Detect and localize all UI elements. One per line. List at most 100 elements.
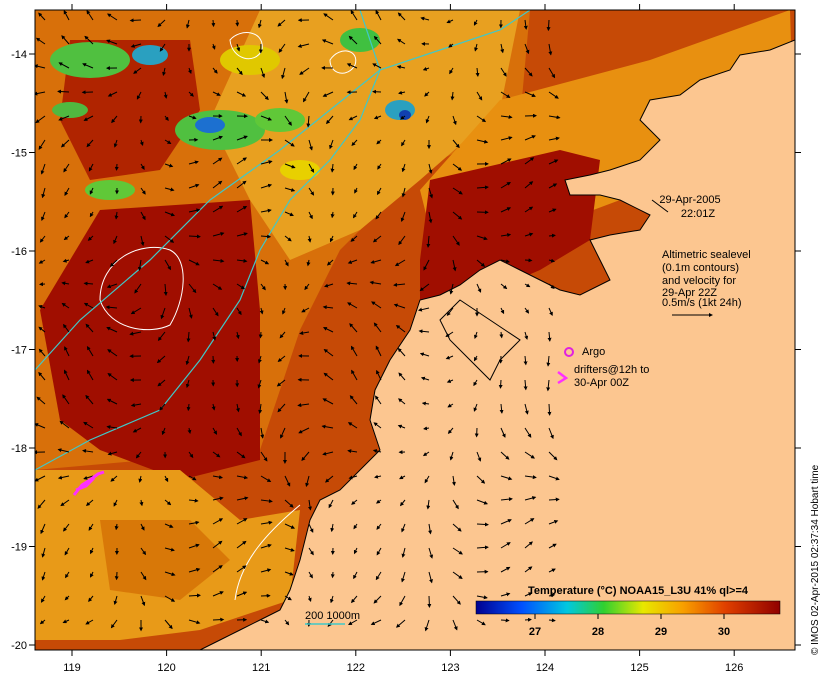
- velocity-arrow: [323, 372, 334, 381]
- velocity-arrow: [63, 10, 70, 21]
- velocity-arrow: [452, 547, 463, 555]
- x-tick-label: 126: [725, 662, 743, 674]
- velocity-arrow: [548, 497, 560, 502]
- velocity-arrow: [188, 543, 200, 549]
- velocity-arrow: [41, 571, 46, 581]
- velocity-arrow: [284, 163, 296, 169]
- velocity-arrow: [258, 403, 263, 414]
- velocity-arrow: [448, 43, 454, 48]
- velocity-arrow: [299, 67, 310, 75]
- sst-cool-zone: [210, 10, 520, 260]
- velocity-arrow: [372, 449, 382, 453]
- velocity-arrow: [308, 499, 312, 511]
- velocity-arrow: [375, 345, 382, 357]
- y-axis: -14 -15 -16 -17 -18 -19 -20: [11, 49, 801, 652]
- velocity-arrow: [279, 331, 286, 339]
- velocity-arrow: [500, 233, 512, 238]
- velocity-arrow: [350, 235, 358, 242]
- velocity-arrow: [159, 43, 166, 52]
- velocity-arrow: [164, 259, 172, 271]
- velocity-arrow: [401, 523, 406, 533]
- velocity-arrow: [401, 163, 406, 173]
- velocity-arrow: [306, 115, 311, 128]
- velocity-arrow: [90, 571, 94, 578]
- velocity-arrow: [500, 497, 513, 502]
- velocity-arrow: [307, 235, 312, 243]
- velocity-arrow: [159, 403, 166, 411]
- velocity-arrow: [370, 619, 382, 625]
- velocity-arrow: [164, 523, 174, 528]
- velocity-arrow: [260, 475, 272, 483]
- velocity-arrow: [308, 139, 313, 151]
- velocity-arrow: [284, 139, 295, 147]
- velocity-arrow: [212, 451, 221, 458]
- velocity-arrow: [236, 258, 248, 263]
- velocity-arrow: [187, 427, 192, 435]
- velocity-arrow: [236, 43, 241, 52]
- velocity-arrow: [260, 234, 272, 239]
- velocity-arrow: [235, 403, 240, 413]
- velocity-arrow: [57, 448, 70, 453]
- velocity-arrow: [328, 499, 334, 509]
- velocity-arrow: [257, 355, 262, 364]
- velocity-arrow: [212, 135, 223, 141]
- velocity-arrow: [85, 499, 94, 506]
- velocity-arrow: [140, 235, 145, 247]
- velocity-arrow: [307, 595, 312, 602]
- velocity-arrow: [351, 369, 358, 381]
- velocity-arrow: [212, 591, 224, 597]
- velocity-arrow: [39, 619, 46, 625]
- velocity-arrow: [308, 211, 313, 220]
- velocity-arrow: [62, 619, 70, 624]
- velocity-arrow: [62, 258, 70, 263]
- velocity-arrow: [257, 379, 262, 389]
- velocity-arrow: [37, 499, 46, 509]
- velocity-arrow: [84, 35, 94, 45]
- x-axis: 119 120 121 122 123 124 125 126: [63, 4, 743, 674]
- velocity-arrow: [452, 163, 463, 171]
- velocity-arrow: [130, 403, 142, 408]
- velocity-arrow: [298, 427, 310, 434]
- velocity-arrow: [393, 303, 406, 309]
- velocity-arrow: [140, 211, 146, 221]
- velocity-arrow: [400, 211, 406, 222]
- velocity-arrow: [349, 395, 358, 405]
- velocity-arrow: [259, 307, 264, 315]
- sealevel-note-line: 29-Apr 22Z: [662, 287, 717, 299]
- velocity-arrow: [548, 451, 558, 461]
- velocity-arrow: [524, 43, 530, 55]
- velocity-arrow: [85, 619, 94, 625]
- velocity-arrow: [109, 259, 118, 267]
- velocity-arrow: [140, 547, 147, 556]
- velocity-arrow: [350, 10, 358, 21]
- velocity-arrow: [329, 139, 334, 150]
- velocity-arrow: [110, 475, 118, 482]
- velocity-arrow: [35, 115, 46, 124]
- x-tick-label: 123: [441, 662, 459, 674]
- velocity-arrow: [41, 547, 46, 558]
- velocity-arrow: [547, 403, 552, 416]
- velocity-arrow: [476, 475, 486, 484]
- velocity-arrow: [473, 403, 478, 412]
- velocity-arrow: [260, 283, 266, 291]
- velocity-arrow: [452, 211, 463, 220]
- velocity-arrow: [61, 281, 70, 286]
- velocity-arrow: [546, 355, 551, 367]
- velocity-arrow: [500, 307, 505, 315]
- velocity-arrow: [113, 139, 118, 148]
- velocity-arrow: [451, 475, 456, 486]
- velocity-arrow: [38, 371, 46, 381]
- velocity-arrow: [212, 518, 224, 525]
- velocity-arrow: [321, 424, 334, 429]
- velocity-arrow: [452, 571, 463, 580]
- velocity-arrow: [284, 187, 296, 192]
- x-tick-label: 125: [630, 662, 648, 674]
- isobath-lines: [35, 10, 531, 471]
- velocity-arrow: [64, 595, 70, 601]
- velocity-arrow: [376, 523, 382, 530]
- velocity-arrow: [452, 139, 460, 149]
- velocity-arrow: [185, 379, 190, 389]
- velocity-arrow: [260, 619, 270, 624]
- velocity-arrow: [276, 379, 286, 387]
